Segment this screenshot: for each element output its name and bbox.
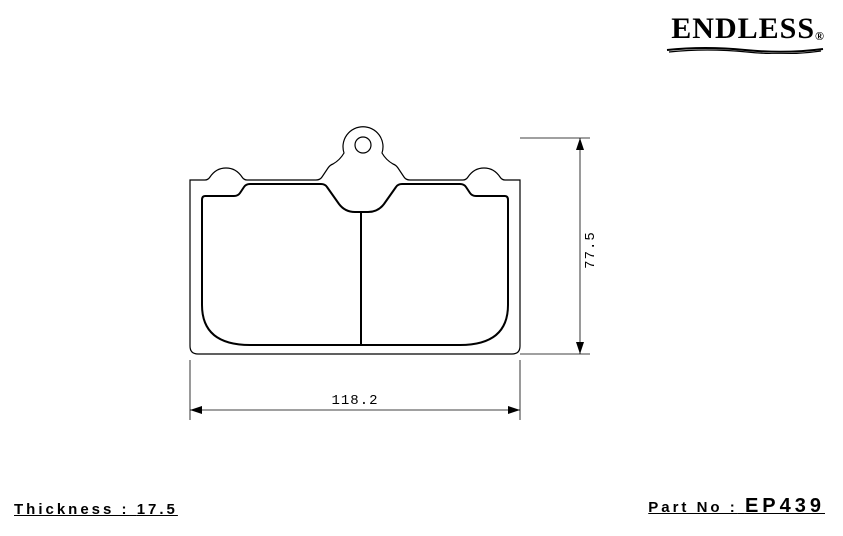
- height-dimension: 77.5: [520, 138, 599, 354]
- partno-label-group: Part No : EP439: [648, 495, 825, 518]
- registered-mark: ®: [815, 29, 825, 43]
- mounting-hole: [355, 137, 371, 153]
- brand-name: ENDLESS: [671, 12, 815, 45]
- brake-pad-drawing: 118.2 77.5: [150, 120, 710, 460]
- thickness-label-group: Thickness : 17.5: [14, 501, 178, 518]
- width-dimension: 118.2: [190, 360, 520, 420]
- partno-label: Part No :: [648, 499, 738, 516]
- brand-logo: ENDLESS®: [671, 12, 825, 46]
- backing-plate-outline: [190, 127, 520, 354]
- partno-value: EP439: [745, 495, 825, 517]
- thickness-label: Thickness :: [14, 501, 130, 518]
- friction-pad-outline: [202, 184, 508, 345]
- brand-underline: [665, 46, 825, 52]
- width-dim-value: 118.2: [331, 393, 378, 409]
- thickness-value: 17.5: [137, 501, 178, 518]
- height-dim-value: 77.5: [583, 231, 599, 269]
